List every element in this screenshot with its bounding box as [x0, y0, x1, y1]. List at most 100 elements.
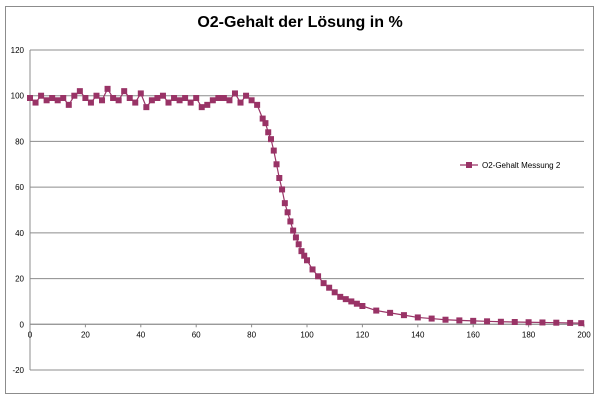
data-point	[539, 319, 546, 326]
legend-marker	[466, 162, 472, 168]
data-point	[373, 307, 380, 314]
data-point	[38, 92, 45, 99]
data-point	[511, 319, 518, 325]
data-point	[176, 97, 183, 104]
y-tick-label: 120	[11, 46, 25, 55]
chart-frame	[5, 6, 594, 394]
data-point	[87, 99, 94, 106]
data-point	[342, 296, 349, 303]
data-point	[348, 298, 355, 305]
data-point	[154, 95, 161, 101]
data-point	[273, 161, 280, 168]
data-point	[290, 227, 297, 234]
data-point	[182, 95, 189, 101]
y-tick-label: 80	[15, 137, 24, 146]
data-point	[215, 95, 222, 101]
data-point	[567, 319, 574, 326]
data-point	[93, 92, 100, 99]
data-point	[143, 104, 150, 111]
data-point	[132, 99, 139, 106]
data-point	[99, 97, 106, 104]
x-tick-label: 140	[411, 330, 425, 339]
data-point	[387, 309, 394, 316]
data-point	[259, 115, 266, 122]
data-point	[428, 315, 435, 322]
data-point	[525, 319, 532, 326]
data-point	[148, 97, 155, 104]
data-point	[171, 95, 178, 101]
x-tick-label: 100	[300, 330, 314, 339]
data-point	[279, 186, 286, 193]
x-tick-label: 0	[28, 330, 33, 339]
data-point	[470, 317, 477, 324]
data-point	[553, 319, 560, 326]
data-point	[220, 95, 227, 101]
data-point	[193, 95, 200, 101]
y-tick-label: 100	[11, 92, 25, 101]
y-tick-label: 60	[15, 183, 24, 192]
data-point	[337, 293, 344, 300]
data-point	[262, 120, 269, 127]
data-point	[71, 92, 78, 99]
data-point	[315, 273, 322, 280]
data-point	[159, 92, 166, 99]
data-point	[359, 303, 366, 309]
x-tick-label: 40	[136, 330, 145, 339]
data-point	[54, 97, 61, 104]
data-point	[231, 90, 238, 97]
data-point	[60, 95, 67, 101]
data-point	[353, 300, 360, 307]
data-point	[301, 252, 308, 259]
data-point	[32, 99, 39, 106]
data-point	[456, 317, 463, 324]
data-point	[82, 95, 89, 101]
y-tick-label: -20	[12, 366, 24, 375]
data-point	[43, 97, 50, 104]
data-point	[265, 129, 272, 136]
x-tick-label: 20	[81, 330, 90, 339]
data-point	[137, 90, 144, 97]
data-point	[287, 218, 294, 225]
data-point	[237, 99, 244, 106]
data-point	[121, 88, 128, 95]
y-tick-label: 40	[15, 229, 24, 238]
data-point	[204, 101, 211, 108]
x-tick-label: 180	[522, 330, 536, 339]
data-point	[254, 101, 261, 108]
data-point	[309, 266, 316, 273]
data-point	[284, 209, 291, 216]
data-point	[298, 248, 305, 255]
y-tick-label: 0	[20, 320, 25, 329]
data-point	[326, 284, 333, 291]
data-point	[104, 85, 111, 92]
x-tick-label: 120	[356, 330, 370, 339]
data-point	[484, 318, 491, 325]
data-point	[267, 136, 274, 143]
data-point	[27, 95, 33, 101]
data-point	[295, 241, 302, 248]
data-point	[442, 316, 449, 323]
data-point	[65, 101, 72, 108]
data-point	[187, 99, 194, 106]
data-point	[578, 320, 585, 327]
x-tick-label: 60	[192, 330, 201, 339]
data-point	[270, 147, 277, 154]
data-point	[400, 312, 407, 319]
data-point	[226, 97, 233, 104]
x-tick-label: 160	[467, 330, 481, 339]
data-point	[243, 92, 250, 99]
data-point	[209, 97, 216, 104]
data-point	[115, 97, 122, 104]
legend-label: O2-Gehalt Messung 2	[482, 161, 561, 170]
data-point	[198, 104, 205, 111]
data-point	[76, 88, 83, 95]
data-point	[320, 280, 327, 287]
data-point	[248, 97, 255, 104]
y-tick-label: 20	[15, 275, 24, 284]
x-tick-label: 200	[577, 330, 591, 339]
data-point	[304, 257, 310, 264]
x-tick-label: 80	[247, 330, 256, 339]
data-point	[414, 314, 421, 321]
data-point	[281, 200, 288, 207]
